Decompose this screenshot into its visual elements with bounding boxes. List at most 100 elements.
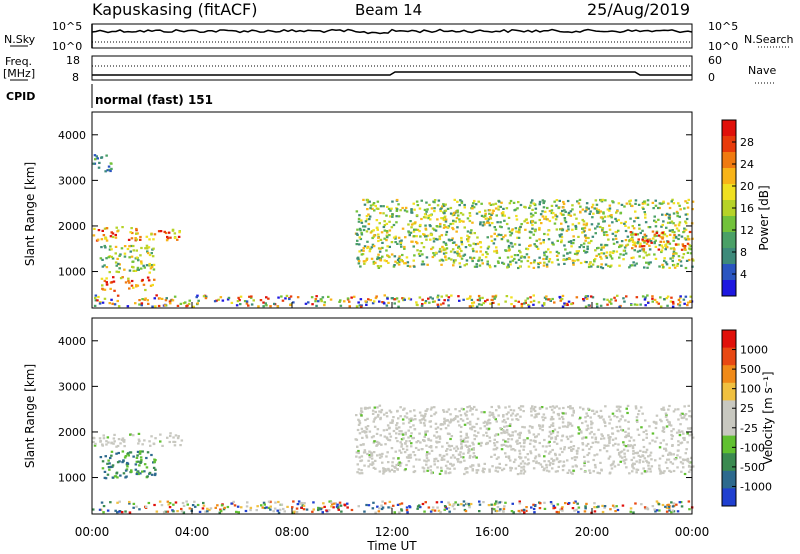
data-cell: [672, 247, 675, 250]
data-cell: [543, 438, 546, 442]
data-cell: [442, 247, 445, 250]
data-cell: [408, 505, 411, 508]
data-cell: [126, 452, 130, 455]
data-cell: [647, 239, 650, 242]
data-cell: [105, 239, 109, 242]
date-title: 25/Aug/2019: [587, 0, 690, 19]
data-cell: [483, 223, 486, 226]
data-cell: [464, 467, 468, 470]
data-cell: [504, 421, 507, 424]
data-cell: [497, 456, 500, 459]
data-cell: [371, 412, 375, 415]
data-cell: [360, 427, 364, 430]
data-cell: [640, 503, 643, 506]
data-cell: [586, 453, 589, 457]
data-cell: [479, 221, 482, 224]
data-cell: [421, 253, 424, 256]
data-cell: [644, 213, 647, 216]
data-cell: [677, 449, 680, 452]
data-cell: [541, 210, 544, 213]
data-cell: [596, 305, 599, 308]
data-cell: [682, 437, 685, 440]
data-cell: [507, 227, 510, 230]
data-cell: [119, 474, 122, 477]
data-cell: [665, 506, 669, 510]
data-cell: [154, 305, 157, 308]
data-cell: [418, 419, 422, 422]
data-cell: [263, 506, 267, 510]
data-cell: [100, 238, 104, 241]
data-cell: [466, 406, 469, 409]
data-cell: [488, 212, 491, 215]
data-cell: [444, 203, 447, 206]
data-cell: [446, 226, 450, 229]
data-cell: [374, 296, 378, 300]
data-cell: [138, 508, 141, 511]
data-cell: [454, 259, 457, 262]
data-cell: [460, 442, 463, 446]
data-cell: [433, 228, 436, 231]
data-cell: [288, 297, 291, 301]
data-cell: [213, 300, 217, 303]
data-cell: [584, 239, 587, 242]
data-cell: [419, 506, 422, 509]
data-cell: [495, 420, 498, 423]
data-cell: [481, 253, 484, 256]
data-cell: [500, 226, 503, 229]
data-cell: [362, 249, 365, 252]
data-cell: [646, 199, 650, 202]
data-cell: [444, 419, 447, 422]
data-cell: [490, 405, 493, 409]
data-cell: [561, 425, 565, 428]
data-cell: [147, 246, 151, 249]
data-cell: [608, 214, 612, 217]
data-cell: [127, 454, 130, 457]
data-cell: [490, 213, 493, 216]
data-cell: [658, 464, 661, 467]
data-cell: [509, 408, 513, 412]
data-cell: [529, 452, 533, 455]
data-cell: [140, 267, 143, 270]
data-cell: [357, 423, 361, 426]
data-cell: [445, 507, 448, 510]
data-cell: [404, 442, 407, 445]
data-cell: [410, 209, 413, 212]
data-cell: [460, 447, 463, 450]
data-cell: [589, 210, 592, 213]
data-cell: [545, 445, 548, 448]
data-cell: [372, 235, 376, 238]
data-cell: [639, 449, 642, 452]
data-cell: [669, 470, 673, 473]
data-cell: [654, 225, 658, 228]
data-cell: [672, 302, 675, 305]
data-cell: [495, 466, 498, 469]
data-cell: [516, 433, 520, 436]
data-cell: [452, 211, 456, 215]
data-cell: [372, 466, 376, 469]
data-cell: [194, 505, 197, 508]
data-cell: [648, 248, 652, 251]
data-cell: [625, 407, 628, 410]
data-cell: [662, 265, 665, 269]
data-cell: [418, 254, 422, 257]
data-cell: [514, 261, 518, 264]
data-cell: [273, 302, 276, 305]
data-cell: [419, 441, 422, 444]
data-cell: [144, 297, 147, 300]
data-cell: [367, 459, 370, 462]
data-cell: [552, 418, 555, 421]
data-cell: [505, 207, 509, 210]
data-cell: [95, 155, 98, 158]
data-cell: [687, 258, 691, 262]
data-cell: [444, 242, 448, 245]
data-cell: [497, 205, 500, 208]
data-cell: [368, 215, 372, 218]
data-cell: [486, 236, 489, 239]
data-cell: [522, 465, 526, 468]
data-cell: [608, 253, 612, 256]
data-cell: [671, 256, 675, 259]
data-cell: [679, 260, 683, 263]
data-cell: [670, 501, 673, 504]
data-cell: [519, 256, 523, 259]
data-cell: [442, 458, 446, 461]
